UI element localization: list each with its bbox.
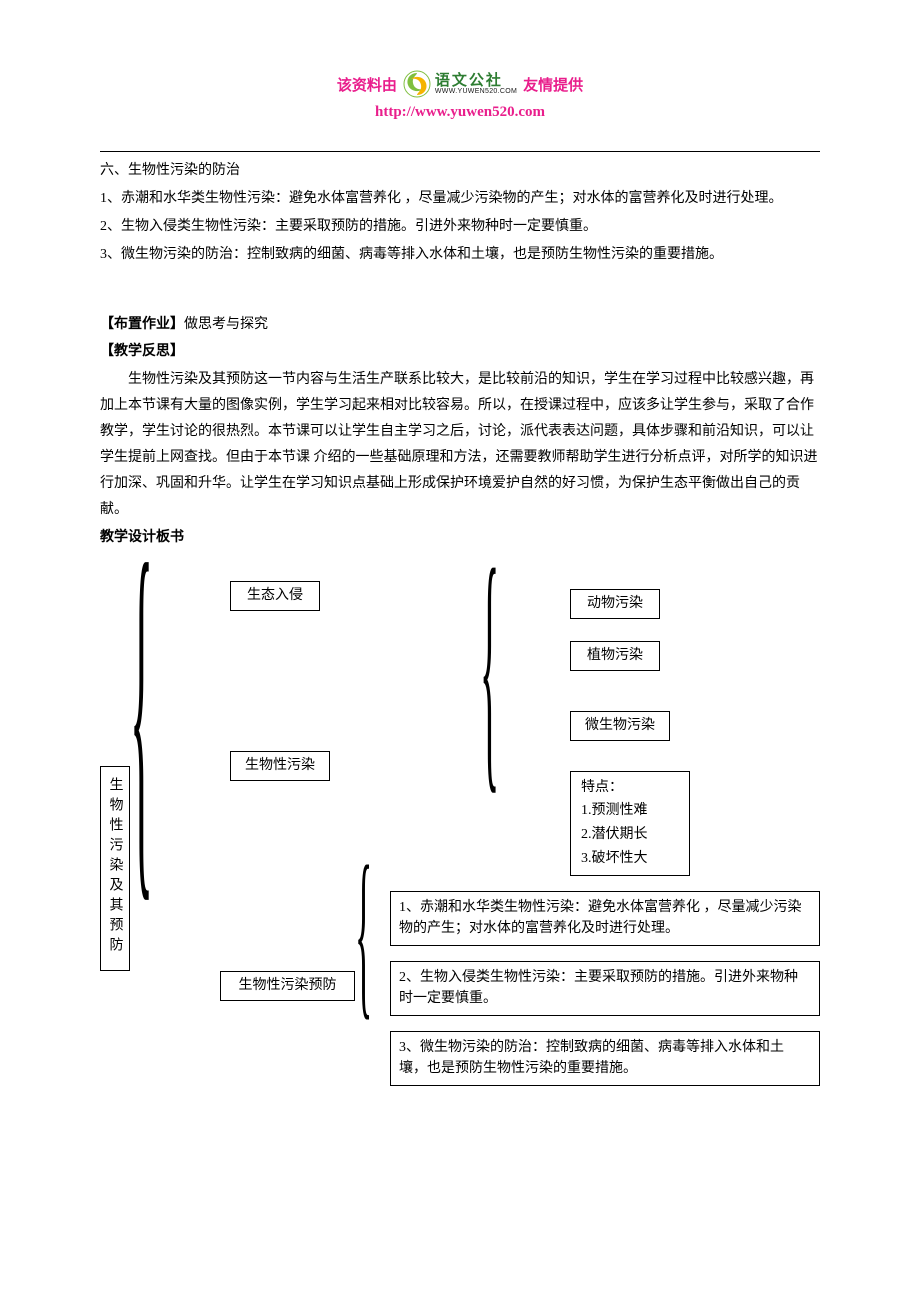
diagram-prevent-3: 3、微生物污染的防治：控制致病的细菌、病毒等排入水体和土壤，也是预防生物性污染的… [390,1031,820,1086]
diagram-root: 生物性污染及其预防 [100,766,130,971]
feature-2: 2.潜伏期长 [581,823,679,847]
section6-title: 六、生物性污染的防治 [100,158,820,184]
diagram-features: 特点： 1.预测性难 2.潜伏期长 3.破坏性大 [570,771,690,876]
site-logo: 语文公社 WWW.YUWEN520.COM [403,70,517,98]
diagram-mid-1: 生态入侵 [230,581,320,611]
document-page: 该资料由 语文公社 WWW.YUWEN520.COM 友情提供 http://w… [0,0,920,1171]
logo-text: 语文公社 WWW.YUWEN520.COM [435,73,517,95]
brace-bottom-icon: { [355,822,372,1040]
brace-mid-icon: { [480,504,499,824]
diagram-right-micro: 微生物污染 [570,711,670,741]
diagram-prevent-1: 1、赤潮和水华类生物性污染：避免水体富营养化 ，尽量减少污染物的产生；对水体的富… [390,891,820,946]
diagram-prevent-2: 2、生物入侵类生物性污染：主要采取预防的措施。引进外来物种时一定要慎重。 [390,961,820,1016]
section6-item-2: 2、生物入侵类生物性污染：主要采取预防的措施。引进外来物种时一定要慎重。 [100,214,820,240]
header-line-1: 该资料由 语文公社 WWW.YUWEN520.COM 友情提供 [100,70,820,98]
horizontal-rule [100,151,820,152]
body-text: 六、生物性污染的防治 1、赤潮和水华类生物性污染：避免水体富营养化 ，尽量减少污… [100,158,820,551]
diagram-right-plant: 植物污染 [570,641,660,671]
header-suffix: 友情提供 [523,74,583,95]
section6-item-3: 3、微生物污染的防治：控制致病的细菌、病毒等排入水体和土壤，也是预防生物性污染的… [100,242,820,268]
logo-en: WWW.YUWEN520.COM [435,88,517,95]
logo-swirl-icon [403,70,431,98]
brace-left-icon: { [130,479,153,947]
feature-3: 3.破坏性大 [581,847,679,871]
header-prefix: 该资料由 [337,74,397,95]
diagram-mid-2: 生物性污染 [230,751,330,781]
board-diagram: 生物性污染及其预防 { 生态入侵 生物性污染 生物性污染预防 { 动物污染 植物… [100,571,820,1131]
homework-label: 【布置作业】 [100,317,184,332]
board-title: 教学设计板书 [100,525,820,551]
homework-text: 做思考与探究 [184,317,268,332]
diagram-mid-3: 生物性污染预防 [220,971,355,1001]
features-title: 特点： [581,776,679,800]
diagram-right-animal: 动物污染 [570,589,660,619]
feature-1: 1.预测性难 [581,799,679,823]
reflection-label: 【教学反思】 [100,339,820,365]
homework-line: 【布置作业】做思考与探究 [100,312,820,338]
reflection-text: 生物性污染及其预防这一节内容与生活生产联系比较大，是比较前沿的知识，学生在学习过… [100,367,820,522]
header-url: http://www.yuwen520.com [100,104,820,121]
section6-item-1: 1、赤潮和水华类生物性污染：避免水体富营养化 ，尽量减少污染物的产生；对水体的富… [100,186,820,212]
logo-cn: 语文公社 [435,73,503,88]
page-header: 该资料由 语文公社 WWW.YUWEN520.COM 友情提供 http://w… [100,70,820,121]
